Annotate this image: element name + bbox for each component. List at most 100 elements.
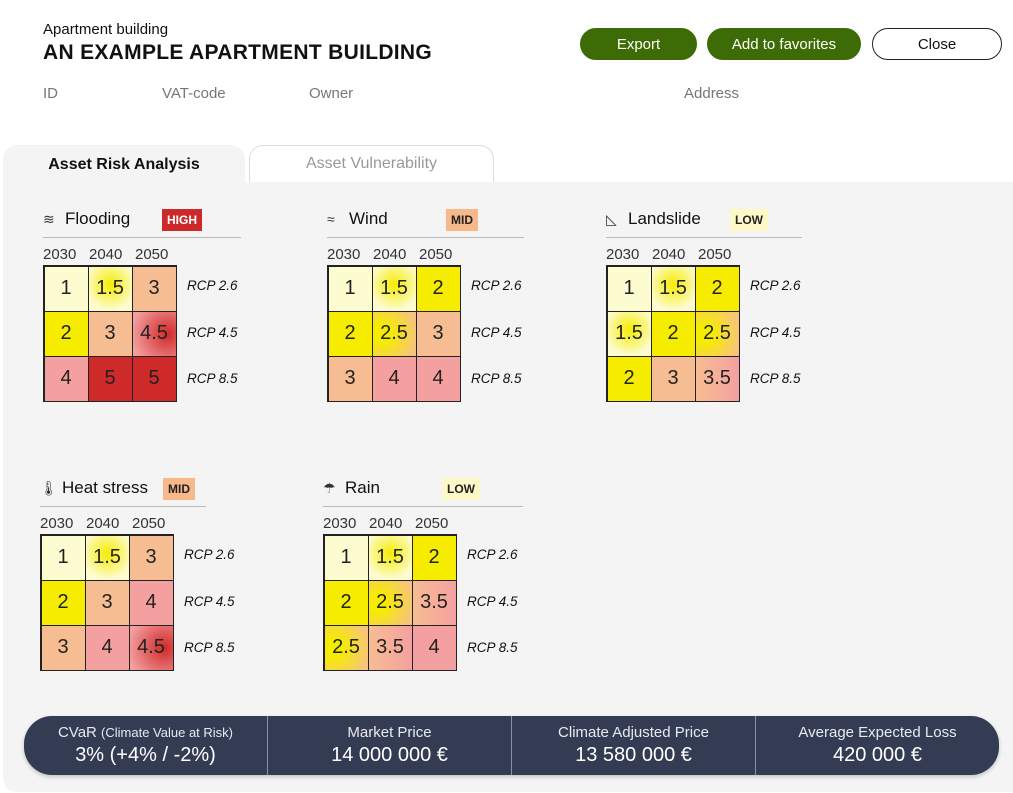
risk-score-cell[interactable]: 4 xyxy=(84,624,130,671)
scenario-label: RCP 4.5 xyxy=(471,324,522,340)
close-button[interactable]: Close xyxy=(872,28,1002,60)
risk-score-cell[interactable]: 3.5 xyxy=(367,624,413,671)
scenario-label: RCP 8.5 xyxy=(187,371,238,386)
heat-stress-year-headers: 2030 2040 2050 xyxy=(40,515,178,532)
risk-score-cell[interactable]: 1.5 xyxy=(371,265,417,312)
scenario-label: RCP 4.5 xyxy=(184,593,235,609)
risk-score-cell[interactable]: 2 xyxy=(411,534,457,581)
wind-year-headers: 2030 2040 2050 xyxy=(327,246,465,263)
rain-icon: ☂ xyxy=(323,479,336,496)
risk-score-cell[interactable]: 2 xyxy=(650,310,696,357)
scenario-label: RCP 2.6 xyxy=(467,547,518,562)
risk-score-cell[interactable]: 3.5 xyxy=(411,579,457,626)
risk-score-cell[interactable]: 3 xyxy=(131,265,177,312)
risk-score-cell[interactable]: 2 xyxy=(694,265,740,312)
risk-score-cell[interactable]: 4 xyxy=(411,624,457,671)
rain-divider xyxy=(323,506,523,507)
risk-score-cell[interactable]: 2.5 xyxy=(371,310,417,357)
risk-score-cell[interactable]: 2 xyxy=(606,355,652,402)
landslide-year-headers: 2030 2040 2050 xyxy=(606,246,744,263)
risk-score-cell[interactable]: 4.5 xyxy=(131,310,177,357)
risk-score-cell[interactable]: 1 xyxy=(323,534,369,581)
risk-score-cell[interactable]: 1 xyxy=(327,265,373,312)
scenario-label: RCP 2.6 xyxy=(187,278,238,293)
year-label: 2030 xyxy=(327,246,361,263)
tab-asset-vulnerability[interactable]: Asset Vulnerability xyxy=(249,145,494,182)
year-label: 2040 xyxy=(89,246,123,263)
risk-score-cell[interactable]: 2.5 xyxy=(323,624,369,671)
risk-score-cell[interactable]: 2 xyxy=(43,310,89,357)
flooding-name: Flooding xyxy=(65,209,131,228)
risk-score-cell[interactable]: 1 xyxy=(40,534,86,581)
risk-score-cell[interactable]: 3 xyxy=(40,624,86,671)
wind-icon: ≈ xyxy=(327,211,335,227)
risk-score-cell[interactable]: 4 xyxy=(43,355,89,402)
risk-score-cell[interactable]: 3 xyxy=(650,355,696,402)
climate-adjusted-price-label: Climate Adjusted Price xyxy=(558,724,709,741)
scenario-label: RCP 4.5 xyxy=(187,324,238,340)
owner-label: Owner xyxy=(309,85,354,102)
landslide-risk-matrix: 1 1.5 2 1.5 2 2.5 2 3 3.5 xyxy=(606,265,740,402)
risk-score-cell[interactable]: 3 xyxy=(128,534,174,581)
risk-score-cell[interactable]: 1.5 xyxy=(606,310,652,357)
flooding-icon: ≋ xyxy=(43,210,55,227)
scenario-label: RCP 8.5 xyxy=(184,640,235,655)
rain-name: Rain xyxy=(345,478,380,497)
risk-score-cell[interactable]: 1.5 xyxy=(650,265,696,312)
wind-risk-matrix: 1 1.5 2 2 2.5 3 3 4 4 xyxy=(327,265,461,402)
year-label: 2040 xyxy=(373,246,407,263)
market-price-stat: Market Price 14 000 000 € xyxy=(268,716,512,775)
risk-score-cell[interactable]: 5 xyxy=(87,355,133,402)
risk-score-cell[interactable]: 2.5 xyxy=(694,310,740,357)
climate-adjusted-price-value: 13 580 000 € xyxy=(575,744,692,766)
risk-score-cell[interactable]: 3 xyxy=(415,310,461,357)
year-label: 2050 xyxy=(415,515,449,532)
flooding-year-headers: 2030 2040 2050 xyxy=(43,246,181,263)
risk-score-cell[interactable]: 4.5 xyxy=(128,624,174,671)
risk-score-cell[interactable]: 3.5 xyxy=(694,355,740,402)
risk-score-cell[interactable]: 4 xyxy=(128,579,174,626)
market-price-label: Market Price xyxy=(347,724,432,741)
risk-score-cell[interactable]: 1.5 xyxy=(84,534,130,581)
risk-score-cell[interactable]: 2.5 xyxy=(367,579,413,626)
year-label: 2050 xyxy=(698,246,732,263)
risk-score-cell[interactable]: 4 xyxy=(415,355,461,402)
risk-score-cell[interactable]: 3 xyxy=(87,310,133,357)
risk-score-cell[interactable]: 2 xyxy=(323,579,369,626)
tab-asset-risk-analysis[interactable]: Asset Risk Analysis xyxy=(3,145,245,185)
risk-score-cell[interactable]: 5 xyxy=(131,355,177,402)
risk-score-cell[interactable]: 1.5 xyxy=(87,265,133,312)
landslide-risk-level-badge: LOW xyxy=(730,209,768,231)
risk-score-cell[interactable]: 1.5 xyxy=(367,534,413,581)
risk-score-cell[interactable]: 2 xyxy=(415,265,461,312)
cvar-sublabel: (Climate Value at Risk) xyxy=(101,725,234,740)
rain-title: ☂ Rain xyxy=(323,478,380,498)
scenario-label: RCP 2.6 xyxy=(184,547,235,562)
address-label: Address xyxy=(684,85,740,102)
asset-type-label: Apartment building xyxy=(43,21,169,38)
add-to-favorites-button[interactable]: Add to favorites xyxy=(707,28,861,60)
risk-score-cell[interactable]: 4 xyxy=(371,355,417,402)
rain-risk-matrix: 1 1.5 2 2 2.5 3.5 2.5 3.5 4 xyxy=(323,534,457,671)
year-label: 2040 xyxy=(369,515,403,532)
rain-year-headers: 2030 2040 2050 xyxy=(323,515,461,532)
heat-stress-risk-matrix: 1 1.5 3 2 3 4 3 4 4.5 xyxy=(40,534,174,671)
risk-score-cell[interactable]: 2 xyxy=(40,579,86,626)
cvar-stat: CVaR (Climate Value at Risk) 3% (+4% / -… xyxy=(24,716,268,775)
risk-score-cell[interactable]: 3 xyxy=(84,579,130,626)
risk-score-cell[interactable]: 3 xyxy=(327,355,373,402)
export-button[interactable]: Export xyxy=(580,28,697,60)
year-label: 2030 xyxy=(323,515,357,532)
id-label: ID xyxy=(43,85,58,102)
risk-score-cell[interactable]: 1 xyxy=(43,265,89,312)
landslide-icon: ◺ xyxy=(606,210,617,227)
risk-score-cell[interactable]: 1 xyxy=(606,265,652,312)
year-label: 2050 xyxy=(419,246,453,263)
landslide-title: ◺ Landslide xyxy=(606,209,701,229)
flooding-divider xyxy=(43,237,241,238)
year-label: 2030 xyxy=(606,246,640,263)
heat-stress-title: 🌡 Heat stress xyxy=(40,478,148,498)
risk-score-cell[interactable]: 2 xyxy=(327,310,373,357)
average-expected-loss-value: 420 000 € xyxy=(833,744,922,766)
page-title: AN EXAMPLE APARTMENT BUILDING xyxy=(43,41,433,64)
